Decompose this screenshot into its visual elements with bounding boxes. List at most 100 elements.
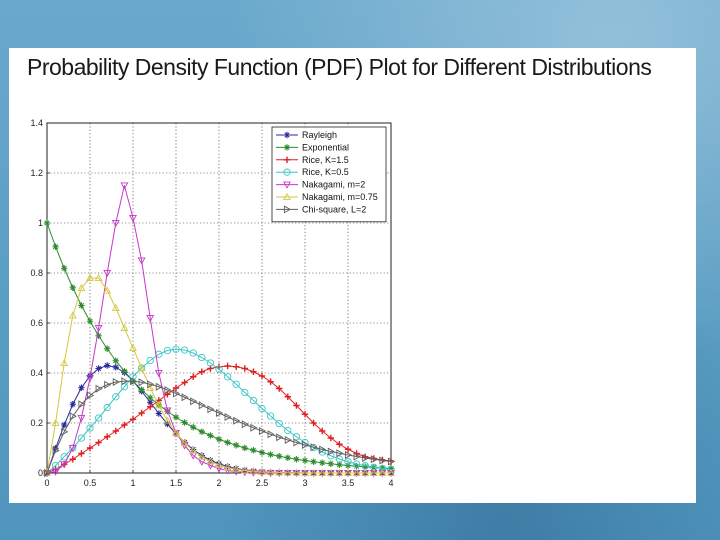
data-point [215,409,224,417]
data-point [120,323,129,332]
legend-marker [283,144,291,151]
data-point [129,416,137,423]
data-point [197,452,206,460]
data-point [283,468,292,476]
data-point [61,427,69,436]
data-point [250,368,257,375]
data-point [147,403,154,410]
legend-marker [283,156,291,163]
data-point [327,452,335,460]
data-point [267,378,274,385]
x-tick-label: 3 [302,478,307,488]
data-point [215,436,223,443]
legend-marker [283,192,291,201]
data-point [86,318,94,325]
data-point [301,438,309,447]
data-point [155,410,162,417]
data-point [379,456,387,465]
data-point [249,396,258,405]
data-point [51,418,60,427]
data-point [77,434,86,442]
legend-item: Rayleigh [276,130,337,140]
data-point [94,273,103,282]
data-point [104,362,111,369]
data-point [95,384,103,393]
data-point [318,468,327,477]
x-tick-label: 4 [388,478,393,488]
data-point [224,362,231,370]
data-point [147,399,154,406]
data-point [378,468,387,477]
data-point [129,377,138,386]
data-point [198,428,205,435]
data-point [51,468,60,476]
data-point [111,219,120,228]
data-point [154,369,163,378]
data-point [95,439,102,446]
x-tick-label: 3.5 [342,478,355,488]
data-point [327,447,335,456]
y-tick-label: 0 [38,468,43,478]
x-tick-label: 1 [130,478,135,488]
data-point [232,465,241,473]
data-point [190,397,198,406]
data-point [121,421,128,429]
data-point [104,433,111,440]
data-point [387,468,395,477]
data-point [51,461,60,470]
data-point [344,451,353,459]
data-point [147,394,154,401]
y-tick-label: 0.8 [30,268,43,278]
x-tick-label: 1.5 [170,478,183,488]
data-point [266,412,275,420]
legend-label: Rayleigh [302,130,337,140]
data-point [387,457,396,466]
data-point [163,407,172,415]
data-point [190,424,197,431]
legend-label: Chi-square, L=2 [302,204,366,214]
data-point [138,386,145,393]
data-point [301,441,310,449]
data-point [198,353,206,362]
data-point [241,365,248,372]
data-point [198,401,206,410]
legend-label: Rice, K=1.5 [302,155,349,165]
data-point [293,456,300,463]
data-point [78,384,85,391]
data-point [267,430,275,439]
data-point [206,462,215,470]
data-point [310,458,317,465]
data-point [138,378,146,387]
y-tick-label: 0.6 [30,318,43,328]
data-point [189,349,197,357]
data-point [344,458,352,466]
data-point [335,468,344,477]
data-point [43,219,51,227]
legend-item: Nakagami, m=0.75 [276,192,378,202]
y-tick-label: 1 [38,218,43,228]
series-line [46,277,391,474]
data-point [60,461,69,469]
data-point [362,454,370,462]
data-point [266,469,275,478]
data-point [137,363,146,372]
legend-marker [283,168,291,176]
data-point [164,386,172,394]
data-point [112,378,120,386]
data-point [60,453,68,461]
data-point [137,257,146,265]
data-point [276,453,283,460]
data-point [207,457,214,464]
data-point [86,391,95,400]
data-point [275,419,283,428]
data-point [258,427,267,435]
data-point [326,468,335,477]
legend-marker [283,205,292,214]
data-point [103,403,111,412]
legend-marker [283,181,291,189]
data-point [198,368,205,375]
data-point [318,448,326,456]
data-point [52,446,60,455]
data-point [233,363,240,370]
